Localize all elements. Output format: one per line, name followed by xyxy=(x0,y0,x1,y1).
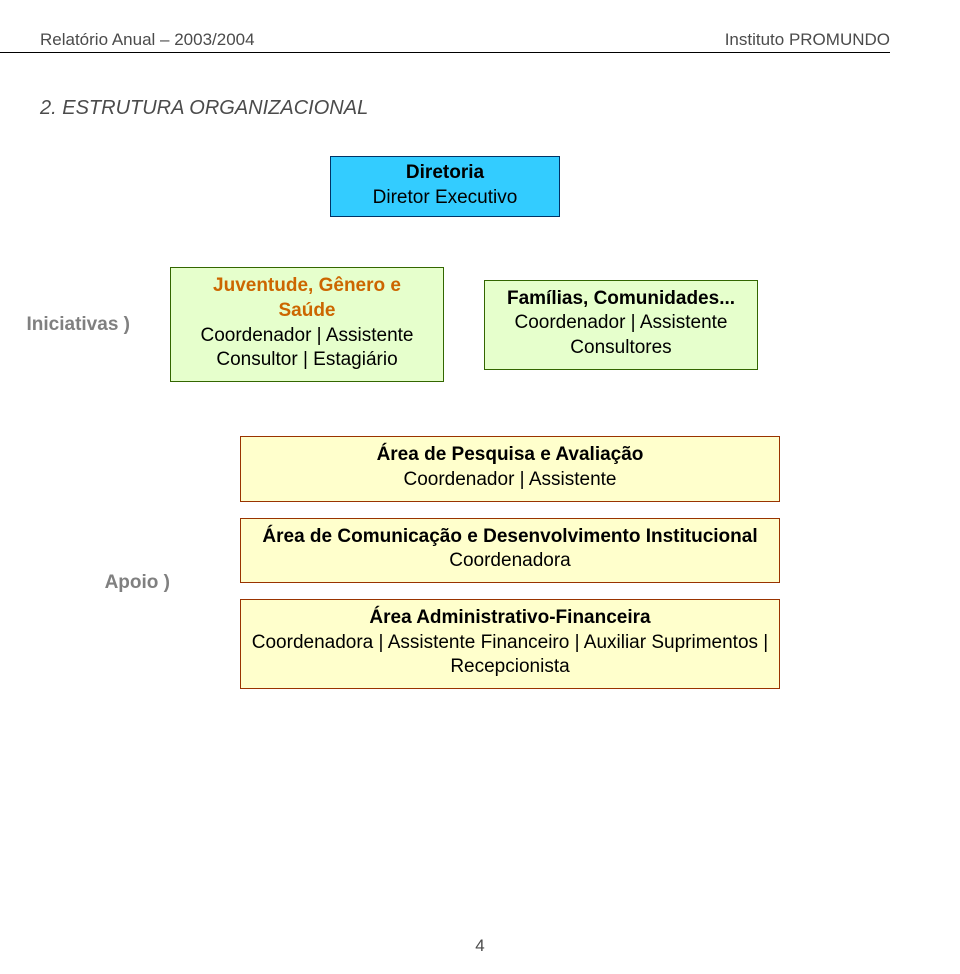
juventude-title-2: Saúde xyxy=(179,299,435,324)
page: Relatório Anual – 2003/2004 Instituto PR… xyxy=(0,0,960,974)
apoio-body-1: Coordenadora xyxy=(249,549,771,574)
juventude-body-2: Consultor | Estagiário xyxy=(179,348,435,373)
apoio-body-0: Coordenador | Assistente xyxy=(249,468,771,493)
page-header: Relatório Anual – 2003/2004 Instituto PR… xyxy=(0,30,890,53)
iniciativas-label: Iniciativas ) xyxy=(0,314,130,336)
diretoria-row: Diretoria Diretor Executivo xyxy=(0,156,890,217)
apoio-box-comunicacao: Área de Comunicação e Desenvolvimento In… xyxy=(240,518,780,583)
apoio-title-0: Área de Pesquisa e Avaliação xyxy=(249,443,771,468)
juventude-box: Juventude, Gênero e Saúde Coordenador | … xyxy=(170,267,444,382)
familias-title: Famílias, Comunidades... xyxy=(493,287,749,312)
diretoria-subtitle: Diretor Executivo xyxy=(331,186,559,211)
diretoria-title: Diretoria xyxy=(331,161,559,186)
page-number: 4 xyxy=(0,936,960,956)
apoio-box-pesquisa: Área de Pesquisa e Avaliação Coordenador… xyxy=(240,436,780,501)
section-title: 2. ESTRUTURA ORGANIZACIONAL xyxy=(40,97,890,120)
header-left: Relatório Anual – 2003/2004 xyxy=(40,30,255,50)
apoio-row: Apoio ) Área de Pesquisa e Avaliação Coo… xyxy=(0,436,890,689)
apoio-stack: Área de Pesquisa e Avaliação Coordenador… xyxy=(240,436,780,689)
juventude-title-1: Juventude, Gênero e xyxy=(179,274,435,299)
juventude-body-1: Coordenador | Assistente xyxy=(179,324,435,349)
familias-box: Famílias, Comunidades... Coordenador | A… xyxy=(484,280,758,370)
apoio-label: Apoio ) xyxy=(70,572,170,594)
iniciativas-row: Iniciativas ) Juventude, Gênero e Saúde … xyxy=(0,267,890,382)
apoio-box-admin: Área Administrativo-Financeira Coordenad… xyxy=(240,599,780,689)
familias-body-2: Consultores xyxy=(493,336,749,361)
diretoria-box: Diretoria Diretor Executivo xyxy=(330,156,560,217)
header-right: Instituto PROMUNDO xyxy=(725,30,890,50)
apoio-title-2: Área Administrativo-Financeira xyxy=(249,606,771,631)
apoio-title-1: Área de Comunicação e Desenvolvimento In… xyxy=(249,525,771,550)
apoio-body-2: Coordenadora | Assistente Financeiro | A… xyxy=(249,631,771,680)
familias-body-1: Coordenador | Assistente xyxy=(493,311,749,336)
